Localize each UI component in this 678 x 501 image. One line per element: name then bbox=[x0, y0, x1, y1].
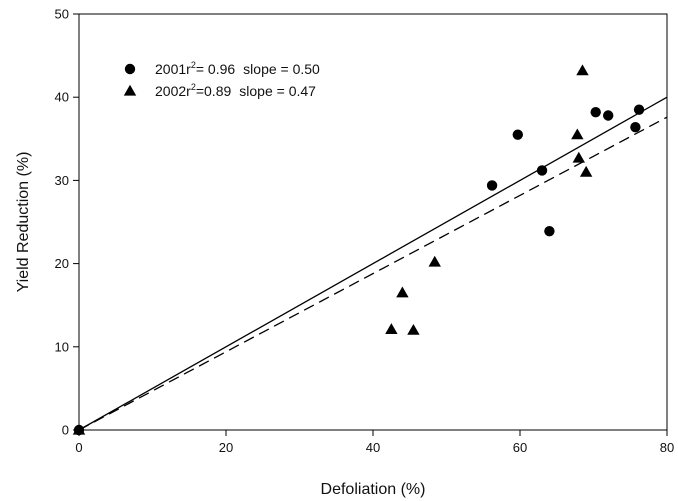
legend-r2-prefix: r bbox=[186, 83, 191, 99]
point-2001 bbox=[512, 129, 523, 140]
point-2002 bbox=[385, 323, 398, 334]
fit-line-2002 bbox=[78, 116, 668, 431]
x-axis-ticks: 0 20 40 60 80 bbox=[75, 430, 674, 455]
y-tick-label: 20 bbox=[55, 256, 69, 271]
x-tick-label: 0 bbox=[75, 440, 82, 455]
point-2001 bbox=[590, 106, 601, 118]
x-tick-label: 20 bbox=[219, 440, 233, 455]
point-2002 bbox=[571, 128, 584, 140]
legend-label-2001: 2001r2= 0.96 slope = 0.50 bbox=[155, 60, 320, 77]
point-2001 bbox=[630, 121, 641, 133]
legend-r2-sup: 2 bbox=[191, 60, 196, 70]
point-2001 bbox=[603, 110, 614, 121]
legend-marker-2002 bbox=[123, 84, 137, 96]
y-axis-ticks: 0 10 20 30 40 50 bbox=[55, 7, 79, 438]
legend-r2-value: =0.89 bbox=[196, 83, 232, 99]
legend-slope: slope = 0.50 bbox=[243, 61, 320, 77]
legend-marker-2001 bbox=[124, 63, 136, 75]
x-tick-label: 60 bbox=[513, 440, 527, 455]
y-tick-label: 40 bbox=[55, 90, 69, 105]
point-2001 bbox=[633, 104, 645, 115]
legend-r2-prefix: r bbox=[186, 61, 191, 77]
point-2001 bbox=[536, 165, 548, 176]
data-points bbox=[72, 64, 645, 436]
legend-r2-sup: 2 bbox=[191, 82, 196, 92]
point-2002 bbox=[407, 323, 420, 335]
x-axis-label: Defoliation (%) bbox=[321, 481, 426, 498]
y-tick-label: 50 bbox=[55, 7, 69, 22]
point-2002 bbox=[576, 64, 589, 76]
point-2002 bbox=[579, 165, 593, 177]
point-2002 bbox=[396, 286, 409, 298]
point-2002 bbox=[72, 423, 86, 435]
point-2002 bbox=[428, 255, 441, 267]
point-2001 bbox=[486, 180, 498, 191]
y-axis-label: Yield Reduction (%) bbox=[15, 152, 32, 293]
point-2002 bbox=[572, 151, 585, 163]
legend-r2-value: = 0.96 bbox=[196, 61, 236, 77]
legend-year: 2002 bbox=[155, 83, 186, 99]
legend-slope: slope = 0.47 bbox=[239, 83, 316, 99]
y-tick-label: 30 bbox=[55, 173, 69, 188]
regression-lines bbox=[78, 96, 668, 431]
y-tick-label: 0 bbox=[62, 423, 69, 438]
x-tick-label: 80 bbox=[660, 440, 674, 455]
y-tick-label: 10 bbox=[55, 339, 69, 354]
legend-year: 2001 bbox=[155, 61, 186, 77]
point-2001 bbox=[544, 225, 555, 237]
legend-label-2002: 2002r2=0.89 slope = 0.47 bbox=[155, 82, 316, 99]
x-tick-label: 40 bbox=[366, 440, 380, 455]
fit-line-2001 bbox=[78, 96, 668, 431]
